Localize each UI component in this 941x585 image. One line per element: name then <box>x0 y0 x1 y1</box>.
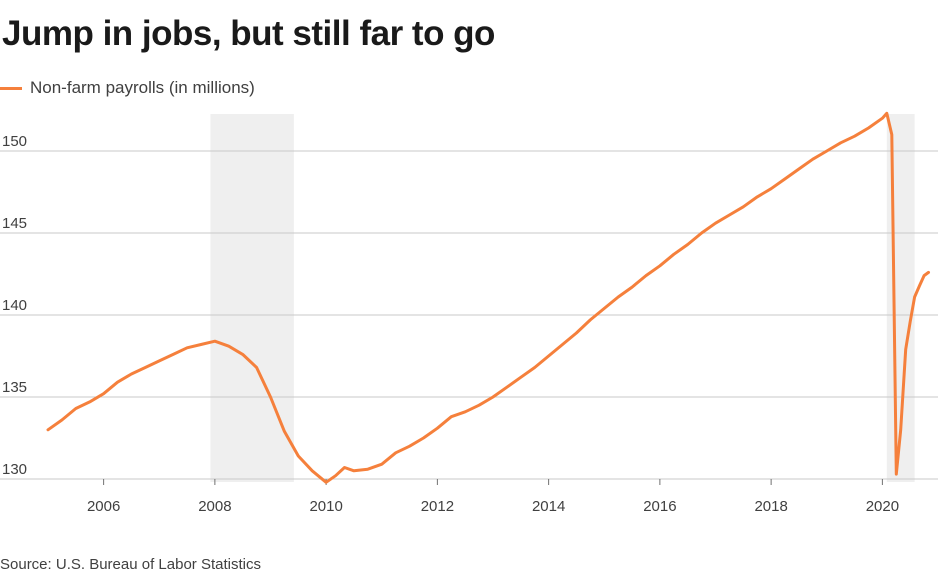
x-tick-label-2012: 2012 <box>421 498 454 515</box>
y-tick-label-140: 140 <box>2 297 27 314</box>
x-tick-label-2016: 2016 <box>643 498 676 515</box>
legend: Non-farm payrolls (in millions) <box>0 78 255 98</box>
y-tick-label-150: 150 <box>2 133 27 150</box>
y-tick-label-130: 130 <box>2 461 27 478</box>
legend-label: Non-farm payrolls (in millions) <box>30 78 255 97</box>
chart-title: Jump in jobs, but still far to go <box>2 14 495 53</box>
x-tick-label-2010: 2010 <box>309 498 342 515</box>
source-note: Source: U.S. Bureau of Labor Statistics <box>0 556 261 573</box>
x-tick-label-2020: 2020 <box>866 498 899 515</box>
legend-swatch <box>0 86 22 90</box>
x-tick-label-2018: 2018 <box>754 498 787 515</box>
x-tick-label-2006: 2006 <box>87 498 120 515</box>
y-tick-label-135: 135 <box>2 379 27 396</box>
x-tick-label-2014: 2014 <box>532 498 565 515</box>
x-tick-label-2008: 2008 <box>198 498 231 515</box>
series-line-0 <box>46 111 930 484</box>
y-tick-label-145: 145 <box>2 215 27 232</box>
